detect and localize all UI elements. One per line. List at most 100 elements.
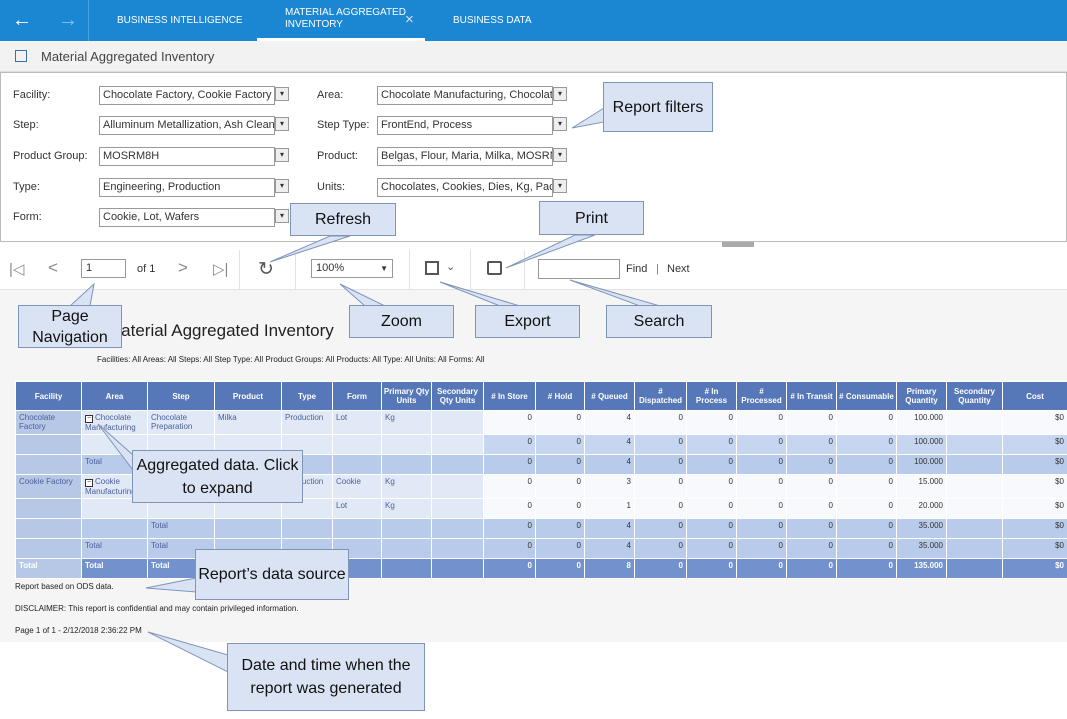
cell-text: 0 (888, 521, 893, 530)
close-tab[interactable]: × (405, 11, 414, 28)
table-cell: 0 (634, 538, 687, 559)
table-cell: $0 (1002, 538, 1067, 559)
cell-text: 0 (728, 477, 733, 486)
cell-text: 100.000 (914, 457, 943, 466)
search-input[interactable] (538, 259, 620, 279)
table-cell: 0 (634, 474, 687, 499)
filter-value[interactable]: Chocolates, Cookies, Dies, Kg, Packs (377, 178, 553, 197)
table-cell: 4 (584, 410, 635, 435)
next-button[interactable]: Next (667, 263, 690, 275)
table-cell (946, 518, 1003, 539)
cell-text: Total (151, 561, 170, 570)
forward-button[interactable]: → (58, 9, 78, 31)
filter-value[interactable]: Chocolate Factory, Cookie Factory (99, 86, 275, 105)
print-button[interactable] (487, 261, 502, 275)
filter-value[interactable]: Cookie, Lot, Wafers (99, 208, 275, 227)
cell-text: 0 (678, 501, 683, 510)
cell-text: $0 (1055, 457, 1064, 466)
cell-text: Lot (336, 413, 348, 422)
table-cell (15, 434, 82, 455)
table-cell: 0 (634, 498, 687, 519)
callout: Print (539, 201, 644, 235)
filter-dropdown[interactable]: ▾ (275, 179, 289, 193)
callout: Report filters (603, 82, 713, 132)
filter-dropdown[interactable]: ▾ (553, 87, 567, 101)
table-cell: 0 (836, 410, 897, 435)
tab-active[interactable]: MATERIAL AGGREGATED INVENTORY (257, 0, 425, 41)
cell-text: 20.000 (918, 501, 943, 510)
table-cell: 0 (483, 538, 536, 559)
filter-value[interactable]: FrontEnd, Process (377, 116, 553, 135)
filter-dropdown[interactable]: ▾ (275, 148, 289, 162)
cell-text: Total (85, 561, 104, 570)
cell-text: 0 (828, 561, 833, 570)
filter-panel: Facility: Chocolate Factory, Cookie Facto… (0, 72, 1067, 242)
filter-dropdown[interactable]: ▾ (553, 148, 567, 162)
cell-text: Chocolate Factory (19, 413, 56, 431)
table-cell: Kg (381, 410, 432, 435)
generated-at: Page 1 of 1 - 2/12/2018 2:36:22 PM (15, 626, 142, 635)
disclaimer: DISCLAIMER: This report is confidential … (15, 604, 299, 613)
page-input[interactable]: 1 (81, 259, 126, 278)
panel-handle[interactable] (722, 242, 754, 247)
table-cell (946, 558, 1003, 579)
cell-text: 0 (778, 477, 783, 486)
table-cell: 0 (686, 538, 737, 559)
table-cell: Lot (332, 498, 382, 519)
table-cell: 0 (836, 454, 897, 475)
filter-dropdown[interactable]: ▾ (553, 117, 567, 131)
filter-value[interactable]: MOSRM8H (99, 147, 275, 166)
last-page[interactable]: ▷| (213, 261, 229, 278)
cell-text: Lot (336, 501, 348, 510)
filter-dropdown[interactable]: ▾ (275, 209, 289, 223)
table-cell: 0 (736, 538, 787, 559)
zoom-select[interactable]: 100% ▼ (311, 259, 393, 278)
first-page[interactable]: |◁ (9, 261, 25, 278)
tab[interactable]: BUSINESS DATA (453, 14, 532, 26)
filter-dropdown[interactable]: ▾ (275, 117, 289, 131)
cell-text: $0 (1055, 501, 1064, 510)
cell-text: 0 (576, 521, 581, 530)
back-button[interactable]: ← (12, 9, 32, 31)
cell-text: 3 (626, 477, 631, 486)
tab[interactable]: BUSINESS INTELLIGENCE (117, 14, 243, 26)
find-button[interactable]: Find (626, 263, 648, 275)
cell-text: 0 (778, 561, 783, 570)
export-button[interactable] (425, 261, 439, 275)
cell-text: 4 (626, 541, 631, 550)
cell-text: 0 (828, 541, 833, 550)
table-cell: 4 (584, 434, 635, 455)
filter-value[interactable]: Engineering, Production (99, 178, 275, 197)
callout: Refresh (290, 203, 396, 236)
table-cell (431, 518, 484, 539)
data-source: Report based on ODS data. (15, 582, 114, 591)
filter-value[interactable]: Chocolate Manufacturing, Chocolate (377, 86, 553, 105)
column-header: Cost (1002, 381, 1067, 411)
export-dropdown[interactable]: ⌄ (446, 261, 456, 273)
filter-dropdown[interactable]: ▾ (553, 179, 567, 193)
cell-text: 0 (828, 521, 833, 530)
table-cell: 0 (686, 410, 737, 435)
report-subtitle: Facilities: All Areas: All Steps: All St… (97, 355, 485, 364)
table-cell: Chocolate Factory (15, 410, 82, 435)
table-cell: 0 (786, 454, 837, 475)
cell-text: 100.000 (914, 437, 943, 446)
callout: Aggregated data. Click to expand (132, 450, 303, 503)
filter-value[interactable]: Belgas, Flour, Maria, Milka, MOSRM (377, 147, 553, 166)
cell-text: 135.000 (914, 561, 943, 570)
cell-text: Production (285, 477, 324, 486)
table-cell (431, 454, 484, 475)
cell-text: Production (285, 413, 324, 422)
next-page[interactable]: > (178, 258, 188, 277)
cell-text: $0 (1055, 477, 1064, 486)
cell-text: 0 (576, 561, 581, 570)
cell-text: Cookie Manufacturing (85, 477, 136, 496)
filter-dropdown[interactable]: ▾ (275, 87, 289, 101)
column-header: # In Transit (786, 381, 837, 411)
prev-page[interactable]: < (48, 258, 58, 277)
cell-text: 0 (778, 413, 783, 422)
table-cell (431, 538, 484, 559)
refresh-button[interactable]: ↻ (258, 259, 274, 280)
callout: Export (475, 305, 580, 338)
filter-value[interactable]: Alluminum Metallization, Ash Clean (99, 116, 275, 135)
